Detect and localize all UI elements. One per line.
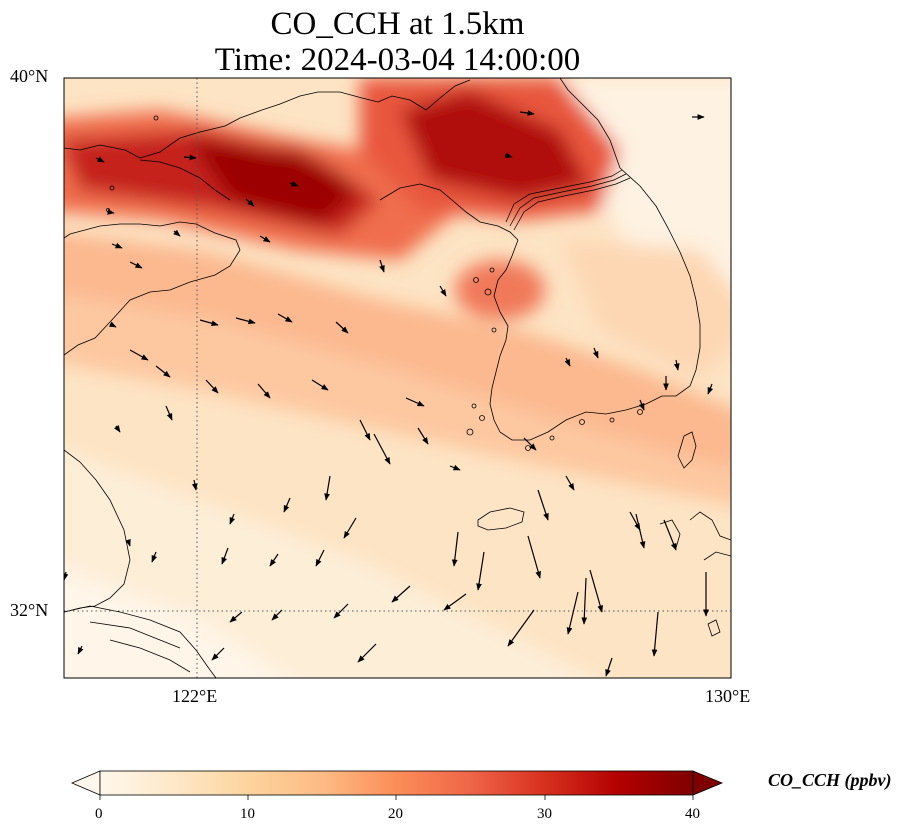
wind-vector-arrow (229, 513, 236, 525)
wind-vector-arrow (111, 242, 123, 249)
wind-vector-arrow (311, 379, 329, 391)
wind-vector-arrow (504, 152, 513, 158)
wind-vector-arrow (565, 475, 575, 491)
wind-vector-arrow (277, 313, 293, 323)
wind-vector-arrow (357, 643, 377, 663)
wind-vector-arrow (379, 259, 385, 273)
wind-vector-arrow (289, 181, 299, 187)
wind-vector-arrow (605, 657, 613, 677)
wind-vector-arrow (77, 645, 84, 655)
colorbar-min-extend (70, 770, 101, 796)
lat-tick-label: 32°N (10, 600, 49, 620)
colorbar-tick-label: 10 (240, 806, 255, 822)
wind-vector-arrow (235, 317, 256, 325)
wind-vector-arrow (519, 110, 535, 116)
wind-vector-arrow (245, 198, 255, 207)
wind-vector-arrow (151, 551, 158, 563)
colorbar-tick-label: 0 (95, 806, 103, 822)
lon-tick-label: 130°E (705, 686, 751, 706)
wind-vector-arrow (129, 349, 149, 361)
map-title-line1: CO_CCH at 1.5km (270, 6, 525, 42)
wind-vector-arrow (564, 357, 571, 367)
plot-frame (63, 77, 732, 679)
wind-vector-arrow (315, 549, 325, 567)
wind-vector-arrow (211, 647, 225, 661)
wind-vector-arrow (373, 433, 391, 465)
wind-vector-arrow (527, 535, 541, 579)
wind-vector-arrow (391, 585, 411, 603)
wind-vector-arrow (451, 531, 459, 567)
wind-vector-arrow (417, 427, 429, 445)
wind-vector-arrow (537, 489, 549, 521)
wind-vector-arrow (651, 611, 659, 657)
wind-vector-arrow (707, 383, 714, 395)
wind-vector-arrow (439, 285, 447, 297)
wind-vector-arrow (581, 577, 588, 625)
wind-vector-arrow (589, 569, 603, 613)
wind-vector-arrow (333, 603, 349, 619)
wind-vector-arrow (663, 519, 677, 551)
wind-vector-arrow (257, 383, 271, 399)
wind-vector-arrow (108, 321, 117, 328)
colorbar-title: CO_CCH (ppbv) (768, 770, 892, 790)
wind-vector-arrow (523, 437, 537, 451)
wind-vector-arrow (343, 517, 357, 539)
wind-vector-arrow (324, 475, 331, 501)
wind-vector-arrow (173, 229, 181, 237)
wind-vector-arrow (114, 425, 121, 433)
wind-vector-arrow (269, 553, 279, 567)
colorbar-max-extend (692, 770, 724, 796)
colorbar-tick-label: 40 (685, 806, 700, 822)
coastlines (64, 78, 731, 678)
wind-vector-arrow (221, 547, 229, 565)
co-concentration-field (64, 78, 731, 678)
wind-vector-arrow (125, 538, 131, 547)
wind-vector-arrow (183, 154, 197, 161)
wind-vector-arrow (205, 379, 219, 394)
gridlines (64, 78, 731, 678)
colorbar-ramp (99, 770, 694, 796)
wind-vector-arrow (191, 479, 198, 491)
wind-vector-arrow (592, 347, 599, 359)
map-title-line2: Time: 2024-03-04 14:00:00 (214, 42, 581, 78)
colorbar-tick-label: 30 (537, 806, 552, 822)
wind-vector-arrow (259, 235, 271, 243)
wind-vector-arrow (199, 319, 219, 327)
wind-vector-arrow (673, 359, 680, 371)
colorbar-tick-label: 20 (388, 806, 403, 822)
wind-vector-arrow (335, 321, 349, 334)
wind-vector-arrow (443, 593, 467, 611)
wind-vector-arrow (476, 551, 485, 591)
wind-vector-arrow (271, 609, 283, 621)
wind-vector-arrow (507, 609, 535, 647)
wind-vector-arrow (359, 419, 371, 441)
wind-vector-arrow (95, 156, 105, 163)
wind-vector-arrow (638, 399, 645, 411)
colorbar (70, 770, 724, 800)
wind-vector-arrow (405, 397, 425, 407)
lon-tick-label: 122°E (172, 686, 218, 706)
wind-vector-arrow (155, 365, 171, 378)
wind-vector-arrow (635, 513, 646, 549)
wind-vector-arrow (129, 261, 143, 269)
wind-vector-arrow (629, 511, 641, 531)
wind-vector-arrow (165, 405, 173, 421)
wind-vector-arrow (229, 611, 243, 623)
wind-vector-arrow (107, 209, 115, 215)
wind-vector-arrow (449, 464, 461, 471)
wind-vector-arrow (283, 497, 291, 513)
lat-tick-label: 40°N (10, 66, 49, 86)
wind-vector-arrow (566, 591, 579, 635)
wind-vectors (64, 110, 714, 677)
